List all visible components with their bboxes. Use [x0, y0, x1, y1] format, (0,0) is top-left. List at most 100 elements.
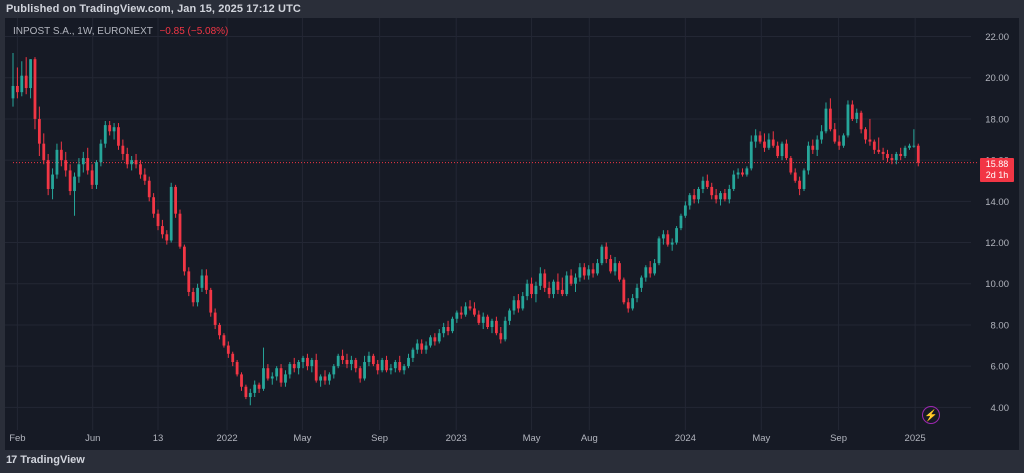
candle-body — [275, 368, 279, 377]
candle — [530, 277, 533, 299]
candle — [99, 139, 103, 167]
candle-body — [226, 345, 230, 354]
candle-body — [534, 285, 538, 295]
candle-body — [24, 75, 28, 89]
candle-body — [468, 306, 472, 309]
chart-panel[interactable]: 4.006.008.0010.0012.0014.0016.0018.0020.… — [5, 18, 1019, 450]
candle — [42, 133, 46, 165]
candle-body — [719, 193, 722, 200]
candle-body — [565, 275, 569, 295]
candle-body — [103, 125, 107, 144]
candle-body — [147, 180, 151, 198]
candle-body — [95, 162, 98, 185]
candle — [288, 362, 292, 379]
candlestick-chart[interactable]: 4.006.008.0010.0012.0014.0016.0018.0020.… — [5, 18, 1019, 450]
candle — [486, 314, 490, 330]
lightning-icon[interactable]: ⚡ — [922, 406, 940, 424]
candle — [209, 287, 213, 317]
candle — [824, 102, 828, 134]
candle — [398, 355, 402, 373]
symbol-header[interactable]: INPOST S.A., 1W, EURONEXT −0.85 (−5.08%) — [13, 26, 228, 37]
candle — [134, 153, 138, 169]
candle — [543, 269, 547, 292]
candle — [828, 98, 832, 132]
candle — [552, 279, 555, 299]
candle-body — [117, 127, 120, 146]
candle — [793, 168, 797, 183]
candle-body — [174, 186, 177, 214]
candle — [244, 384, 248, 400]
candle — [187, 267, 191, 297]
candle — [600, 244, 604, 266]
candle — [741, 168, 744, 177]
candle — [455, 310, 459, 323]
candle-body — [850, 104, 854, 119]
time-tick-label: 2023 — [446, 433, 467, 444]
candle-body — [341, 355, 344, 360]
candle — [46, 153, 50, 196]
candle — [736, 168, 740, 179]
candle-body — [156, 213, 160, 227]
candle — [899, 147, 903, 161]
candle — [15, 67, 19, 99]
candle-body — [903, 147, 907, 157]
candle-body — [42, 143, 46, 161]
price-tick-label: 12.00 — [985, 238, 1009, 249]
candle-body — [451, 318, 454, 332]
candle — [156, 209, 160, 231]
candle — [820, 125, 823, 144]
candle — [464, 302, 468, 317]
candle-body — [59, 149, 63, 161]
candle — [890, 153, 894, 165]
symbol-title: INPOST S.A., 1W, EURONEXT — [13, 26, 153, 37]
candle-body — [842, 135, 845, 146]
candle-body — [859, 112, 863, 130]
candle — [473, 302, 476, 317]
candle-body — [828, 108, 832, 130]
candle-body — [415, 343, 419, 350]
candle-body — [459, 312, 463, 315]
candle-body — [587, 269, 591, 276]
candle — [292, 357, 296, 373]
candle — [596, 259, 599, 276]
candle-body — [525, 283, 529, 297]
candle — [393, 359, 397, 373]
candle-body — [811, 145, 815, 150]
footer-brand[interactable]: 17 TradingView — [6, 454, 85, 466]
candle — [147, 176, 151, 202]
candle-body — [389, 368, 393, 371]
candle — [152, 193, 156, 218]
candle-body — [675, 228, 678, 243]
candle — [257, 382, 261, 393]
candle — [55, 143, 59, 179]
candle-body — [139, 164, 142, 175]
bar-countdown: 2d 1h — [985, 170, 1009, 180]
candle-body — [68, 170, 72, 192]
candle-body — [767, 139, 771, 148]
candle — [859, 110, 863, 134]
candle-body — [881, 151, 885, 154]
published-caption: Published on TradingView.com, Jan 15, 20… — [6, 3, 301, 15]
candle-body — [169, 186, 173, 241]
price-tick-label: 22.00 — [985, 32, 1009, 43]
candle-body — [798, 180, 802, 189]
candle — [697, 186, 700, 204]
price-axis: 4.006.008.0010.0012.0014.0016.0018.0020.… — [985, 32, 1009, 414]
candle-body — [222, 335, 226, 346]
candle-body — [358, 368, 362, 379]
candle — [560, 277, 564, 297]
time-tick-label: Aug — [581, 433, 598, 444]
candle-body — [152, 197, 156, 214]
candle-body — [591, 269, 595, 274]
candle — [86, 147, 90, 175]
candle — [297, 359, 301, 375]
price-change: −0.85 (−5.08%) — [159, 26, 229, 37]
candle-body — [710, 186, 714, 196]
candle-body — [477, 314, 481, 323]
candle-body — [108, 125, 112, 132]
candle — [842, 133, 845, 148]
candle-body — [688, 195, 692, 206]
candle-body — [855, 112, 859, 119]
candle — [165, 230, 169, 245]
candle — [20, 61, 24, 97]
